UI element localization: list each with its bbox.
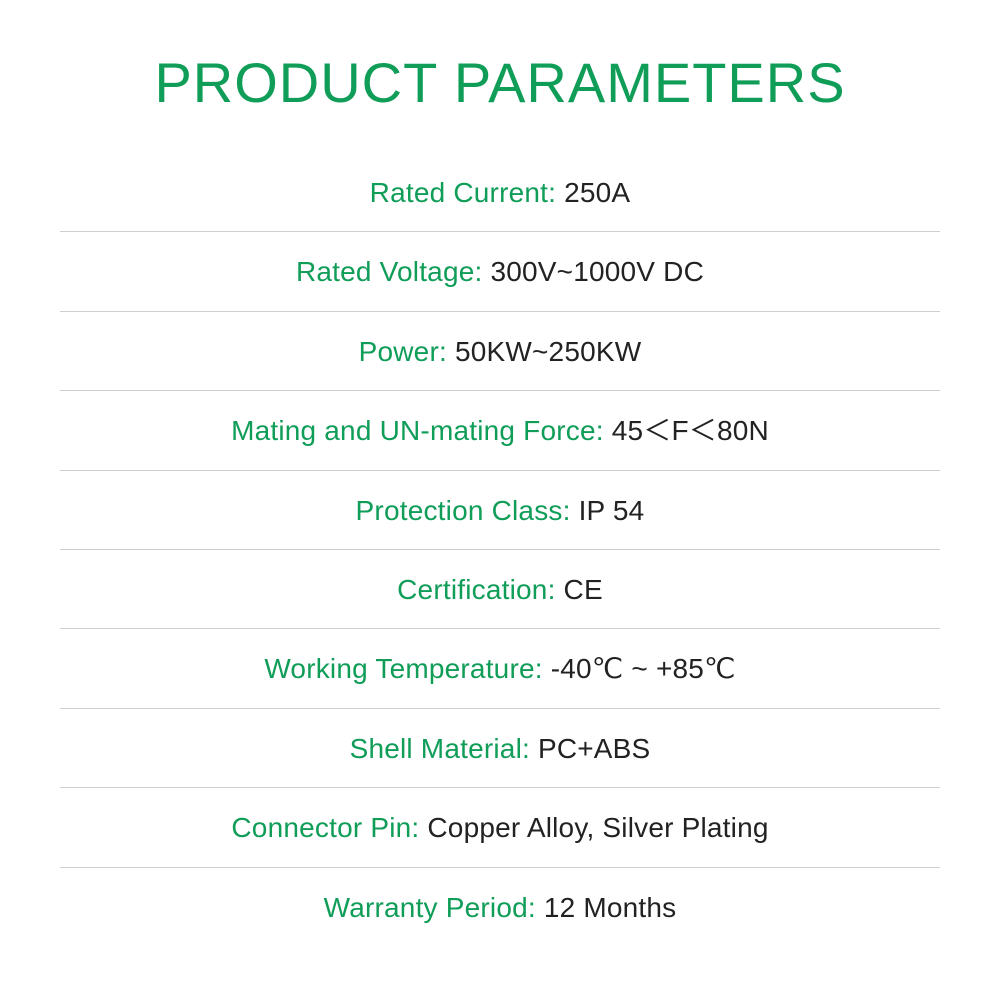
parameter-row: Rated Voltage: 300V~1000V DC [60,232,940,311]
parameter-row: Power: 50KW~250KW [60,312,940,391]
parameter-label: Connector Pin: [231,812,419,843]
parameter-row: Connector Pin: Copper Alloy, Silver Plat… [60,788,940,867]
parameter-row: Working Temperature: -40℃ ~ +85℃ [60,629,940,708]
parameters-panel: PRODUCT PARAMETERS Rated Current: 250ARa… [0,0,1000,946]
parameter-row: Protection Class: IP 54 [60,471,940,550]
parameter-row: Shell Material: PC+ABS [60,709,940,788]
parameter-label: Mating and UN-mating Force: [231,415,604,446]
parameter-row: Warranty Period: 12 Months [60,868,940,946]
parameters-list: Rated Current: 250ARated Voltage: 300V~1… [60,153,940,946]
parameter-value: 12 Months [544,892,677,923]
parameter-row: Mating and UN-mating Force: 45＜F＜80N [60,391,940,470]
parameter-value: 45＜F＜80N [612,415,769,446]
parameter-label: Rated Voltage: [296,256,483,287]
parameter-value: CE [564,574,603,605]
parameter-value: 300V~1000V DC [490,256,704,287]
parameter-value: IP 54 [579,495,645,526]
parameter-value: -40℃ ~ +85℃ [551,653,736,684]
parameter-value: 50KW~250KW [455,336,641,367]
parameter-label: Rated Current: [370,177,556,208]
parameter-label: Certification: [397,574,555,605]
parameter-value: Copper Alloy, Silver Plating [427,812,768,843]
parameter-value: PC+ABS [538,733,650,764]
parameter-label: Power: [359,336,447,367]
parameter-label: Shell Material: [350,733,530,764]
parameter-row: Certification: CE [60,550,940,629]
parameter-row: Rated Current: 250A [60,153,940,232]
page-title: PRODUCT PARAMETERS [60,50,940,115]
parameter-value: 250A [564,177,630,208]
parameter-label: Warranty Period: [324,892,536,923]
parameter-label: Protection Class: [356,495,571,526]
parameter-label: Working Temperature: [264,653,542,684]
